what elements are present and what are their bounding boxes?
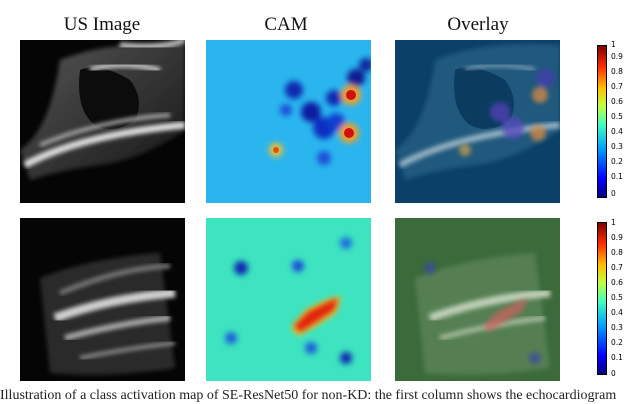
tick-label: 0.7 bbox=[611, 263, 623, 272]
colorbar-ticks-row2: 1 0.9 0.8 0.7 0.6 0.5 0.4 0.3 0.2 0.1 0 bbox=[611, 219, 637, 379]
tick-label: 0.8 bbox=[611, 248, 623, 257]
tick-label: 0.2 bbox=[611, 338, 623, 347]
tick-label: 0.1 bbox=[611, 353, 623, 362]
us-image-row2 bbox=[20, 218, 185, 381]
colorbar-row1 bbox=[597, 45, 607, 198]
overlay-row1 bbox=[395, 40, 560, 203]
tick-label: 0.9 bbox=[611, 52, 623, 61]
tick-label: 1 bbox=[611, 40, 616, 49]
us-image-row1 bbox=[20, 40, 185, 203]
tick-label: 1 bbox=[611, 218, 616, 227]
tick-label: 0.7 bbox=[611, 82, 623, 91]
figure-caption: Illustration of a class activation map o… bbox=[0, 388, 617, 403]
colorbar-row2 bbox=[597, 222, 607, 375]
column-title-overlay: Overlay bbox=[447, 14, 509, 35]
tick-label: 0 bbox=[611, 189, 616, 198]
tick-label: 0.9 bbox=[611, 233, 623, 242]
tick-label: 0.4 bbox=[611, 308, 623, 317]
tick-label: 0.3 bbox=[611, 323, 623, 332]
tick-label: 0.1 bbox=[611, 172, 623, 181]
tick-label: 0.2 bbox=[611, 157, 623, 166]
tick-label: 0.6 bbox=[611, 97, 623, 106]
tick-label: 0.4 bbox=[611, 127, 623, 136]
column-title-cam: CAM bbox=[264, 14, 308, 35]
tick-label: 0.8 bbox=[611, 67, 623, 76]
cam-row2 bbox=[206, 218, 371, 381]
cam-row1 bbox=[206, 40, 371, 203]
tick-label: 0.3 bbox=[611, 142, 623, 151]
overlay-row2 bbox=[395, 218, 560, 381]
tick-label: 0 bbox=[611, 369, 616, 378]
tick-label: 0.5 bbox=[611, 293, 623, 302]
colorbar-ticks-row1: 0.9 0.8 0.7 0.6 0.5 0.4 0.3 0.2 0.1 0 bbox=[611, 53, 637, 203]
top-caption-fragment bbox=[0, 0, 640, 5]
tick-label: 0.6 bbox=[611, 278, 623, 287]
tick-label: 0.5 bbox=[611, 112, 623, 121]
column-title-us-image: US Image bbox=[63, 14, 141, 35]
